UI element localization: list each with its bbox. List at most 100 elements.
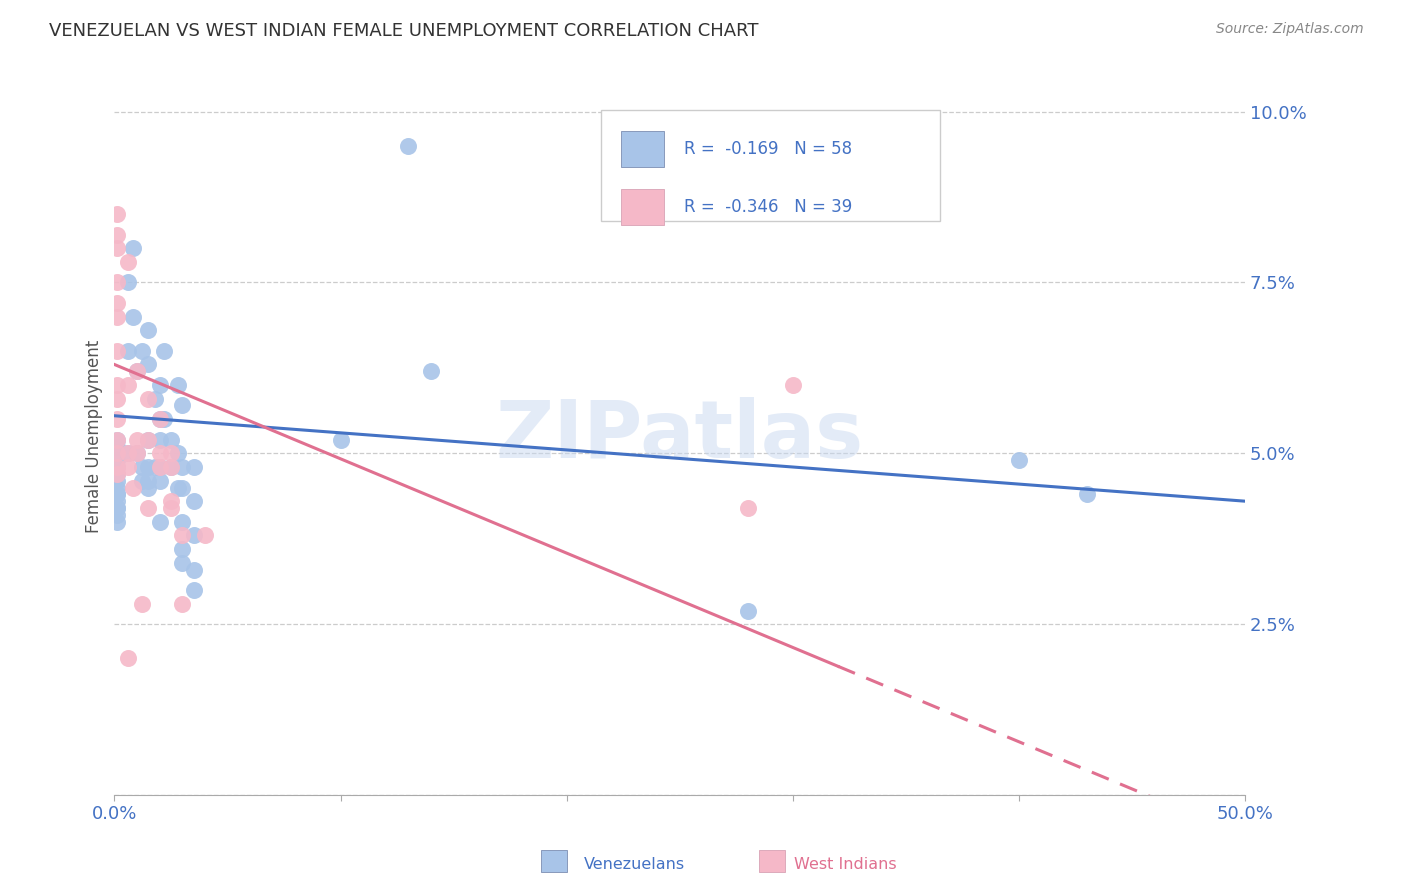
Point: [149, 460, 172, 475]
Point: [172, 515, 194, 529]
Point: [172, 528, 194, 542]
Point: [105, 474, 128, 488]
Point: [149, 412, 172, 426]
Point: [183, 460, 205, 475]
Point: [172, 399, 194, 413]
Point: [183, 494, 205, 508]
FancyBboxPatch shape: [600, 110, 939, 221]
Text: R =  -0.346   N = 39: R = -0.346 N = 39: [685, 198, 852, 216]
Point: [105, 310, 128, 324]
Point: [149, 446, 172, 460]
Point: [149, 378, 172, 392]
Point: [105, 453, 128, 467]
Point: [149, 412, 172, 426]
Point: [160, 460, 183, 475]
Point: [105, 501, 128, 516]
Point: [136, 323, 159, 337]
Point: [105, 487, 128, 501]
Point: [117, 460, 139, 475]
Point: [121, 241, 143, 255]
Point: [136, 358, 159, 372]
Point: [136, 481, 159, 495]
Point: [737, 501, 759, 516]
Point: [105, 392, 128, 406]
Point: [172, 481, 194, 495]
Point: [160, 501, 183, 516]
Point: [105, 412, 128, 426]
Point: [172, 597, 194, 611]
Text: VENEZUELAN VS WEST INDIAN FEMALE UNEMPLOYMENT CORRELATION CHART: VENEZUELAN VS WEST INDIAN FEMALE UNEMPLO…: [49, 22, 759, 40]
Y-axis label: Female Unemployment: Female Unemployment: [86, 340, 103, 533]
Text: R =  -0.169   N = 58: R = -0.169 N = 58: [685, 140, 852, 158]
Point: [105, 460, 128, 475]
Point: [136, 433, 159, 447]
Point: [160, 433, 183, 447]
Point: [183, 582, 205, 597]
Point: [172, 556, 194, 570]
Point: [105, 276, 128, 290]
Point: [105, 241, 128, 255]
Point: [160, 446, 183, 460]
Point: [105, 508, 128, 522]
Point: [136, 474, 159, 488]
Point: [105, 446, 128, 460]
Text: ZIPatlas: ZIPatlas: [495, 397, 863, 475]
Point: [166, 481, 188, 495]
Point: [149, 515, 172, 529]
Point: [149, 460, 172, 475]
Point: [105, 467, 128, 481]
Point: [136, 433, 159, 447]
Point: [125, 364, 148, 378]
Point: [105, 207, 128, 221]
Point: [105, 343, 128, 358]
Text: Source: ZipAtlas.com: Source: ZipAtlas.com: [1216, 22, 1364, 37]
Point: [183, 562, 205, 576]
FancyBboxPatch shape: [621, 189, 664, 225]
Point: [131, 343, 153, 358]
Point: [105, 460, 128, 475]
Point: [782, 378, 804, 392]
FancyBboxPatch shape: [621, 131, 664, 167]
Point: [125, 364, 148, 378]
Point: [131, 460, 153, 475]
Point: [172, 460, 194, 475]
Point: [1008, 453, 1031, 467]
Point: [125, 446, 148, 460]
Point: [105, 487, 128, 501]
Point: [105, 440, 128, 454]
Point: [183, 528, 205, 542]
Point: [125, 433, 148, 447]
Point: [131, 474, 153, 488]
Point: [160, 460, 183, 475]
Point: [105, 501, 128, 516]
Point: [194, 528, 217, 542]
Point: [117, 255, 139, 269]
Point: [121, 310, 143, 324]
Point: [117, 446, 139, 460]
Point: [125, 446, 148, 460]
Point: [172, 541, 194, 556]
Point: [105, 378, 128, 392]
Point: [131, 597, 153, 611]
Point: [737, 603, 759, 617]
Point: [166, 378, 188, 392]
Point: [329, 433, 352, 447]
Point: [136, 392, 159, 406]
Point: [105, 433, 128, 447]
Point: [166, 446, 188, 460]
Point: [117, 343, 139, 358]
Point: [160, 494, 183, 508]
Point: [105, 481, 128, 495]
Point: [117, 651, 139, 665]
Point: [143, 460, 166, 475]
Text: Venezuelans: Venezuelans: [583, 857, 685, 872]
Point: [420, 364, 443, 378]
Point: [117, 446, 139, 460]
Point: [105, 227, 128, 242]
Point: [105, 515, 128, 529]
Point: [105, 467, 128, 481]
Point: [153, 412, 176, 426]
Point: [117, 276, 139, 290]
Point: [396, 138, 419, 153]
Point: [153, 343, 176, 358]
